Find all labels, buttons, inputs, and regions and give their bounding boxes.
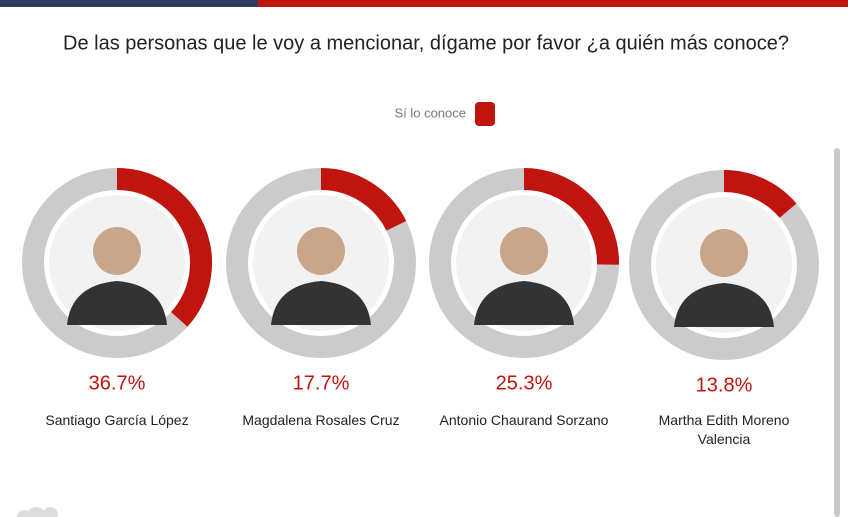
logo <box>17 507 58 517</box>
portrait <box>253 195 389 331</box>
donut-segment <box>116 168 212 327</box>
value-label: 13.8% <box>696 374 753 396</box>
donut-segment <box>523 168 619 265</box>
scrollbar <box>834 148 840 517</box>
portrait <box>656 197 792 333</box>
top-bar-accent <box>258 0 848 7</box>
legend-label: Sí lo conoce <box>394 105 466 120</box>
value-label: 17.7% <box>293 372 350 394</box>
category-label: Antonio Chaurand Sorzano <box>439 412 609 428</box>
donut-segment <box>723 170 797 219</box>
portrait-head <box>297 227 345 275</box>
top-bar <box>0 0 258 7</box>
portrait <box>49 195 185 331</box>
category-label: Martha Edith Moreno Valencia <box>658 412 790 447</box>
portrait-body <box>67 281 167 325</box>
chart-title: De las personas que le voy a mencionar, … <box>63 32 789 54</box>
portrait-head <box>700 229 748 277</box>
legend-swatch <box>475 102 495 126</box>
portrait <box>456 195 592 331</box>
portrait-body <box>271 281 371 325</box>
portrait-head <box>500 227 548 275</box>
portrait-head <box>93 227 141 275</box>
category-label: Santiago García López <box>45 412 189 428</box>
donut-segment <box>320 168 407 232</box>
portrait-body <box>674 283 774 327</box>
category-label: Magdalena Rosales Cruz <box>242 412 400 428</box>
portrait-body <box>474 281 574 325</box>
value-label: 36.7% <box>89 372 146 394</box>
value-label: 25.3% <box>496 372 553 394</box>
